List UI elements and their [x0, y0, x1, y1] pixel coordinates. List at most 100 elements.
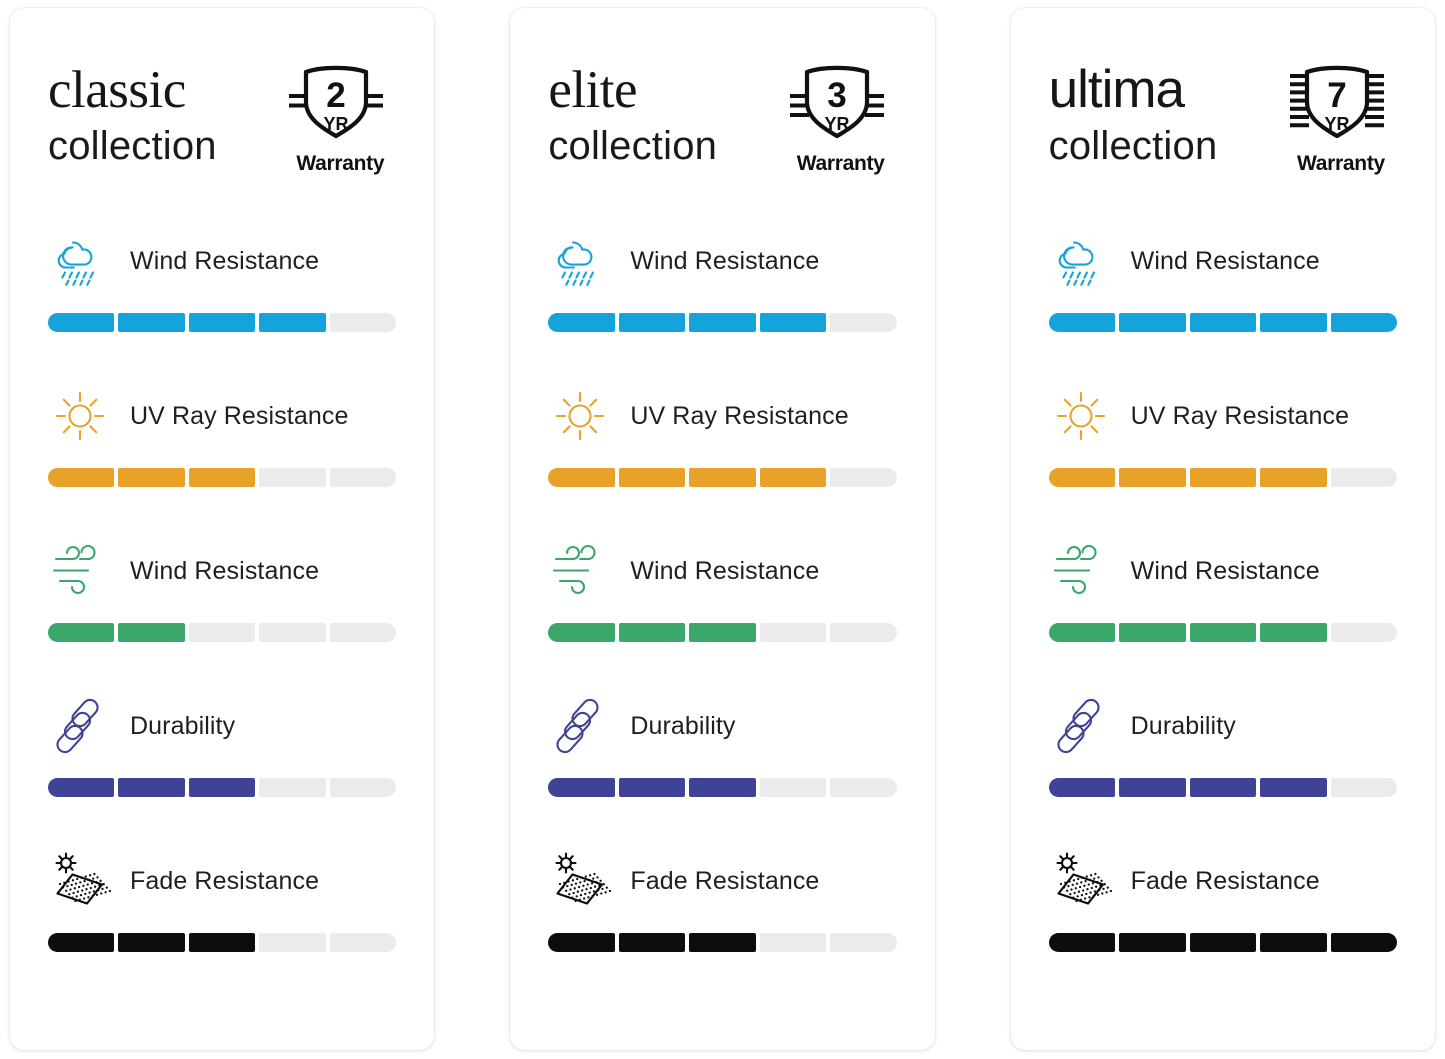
bar-segment: [548, 468, 615, 487]
warranty-badge: 3 YR Warranty: [785, 60, 897, 176]
bar-segment: [759, 623, 827, 642]
bar-segment: [830, 778, 897, 797]
metric-rating-bar: [1048, 313, 1397, 332]
collection-card-ultima[interactable]: ultima collection 7 YR Warranty Wind Resistan…: [1010, 8, 1435, 1050]
metric-head: Durability: [548, 683, 896, 769]
bar-segment: [48, 313, 115, 332]
shield-icon: 7 YR: [1285, 62, 1397, 154]
metric-row[interactable]: Wind Resistance: [1048, 528, 1397, 683]
bar-segment: [329, 933, 397, 952]
bar-segment: [329, 623, 397, 642]
collection-card-classic[interactable]: classic collection 2 YR Warranty Wind Resista…: [10, 8, 435, 1050]
bar-segment: [188, 933, 256, 952]
svg-text:YR: YR: [824, 114, 849, 134]
bar-segment: [259, 623, 326, 642]
metric-row[interactable]: Fade Resistance: [1048, 838, 1397, 993]
shield-icon: 2 YR: [284, 62, 396, 154]
bar-segment: [118, 933, 185, 952]
bar-segment: [1189, 778, 1257, 797]
sun-icon: [48, 384, 112, 448]
metric-head: Wind Resistance: [548, 218, 896, 304]
metric-row[interactable]: Wind Resistance: [48, 218, 397, 373]
warranty-label: Warranty: [1297, 152, 1385, 175]
metric-row[interactable]: Durability: [48, 683, 397, 838]
metric-rating-bar: [1048, 468, 1397, 487]
metric-label: Wind Resistance: [130, 556, 320, 585]
metric-label: Durability: [130, 711, 236, 740]
metric-head: Durability: [48, 683, 396, 769]
metric-row[interactable]: Fade Resistance: [48, 838, 397, 993]
bar-segment: [1119, 313, 1186, 332]
wind-icon: [1049, 539, 1113, 603]
metric-list: Wind Resistance UV Ray Resistance Wind Res…: [548, 218, 897, 993]
bar-segment: [830, 313, 897, 332]
bar-segment: [1260, 623, 1327, 642]
bar-segment: [48, 623, 115, 642]
bar-segment: [618, 623, 686, 642]
card-header: ultima collection 7 YR Warranty: [1049, 60, 1397, 180]
svg-text:7: 7: [1327, 76, 1346, 115]
metric-label: Fade Resistance: [1130, 866, 1320, 895]
metric-row[interactable]: UV Ray Resistance: [548, 373, 897, 528]
svg-text:2: 2: [327, 76, 346, 115]
bar-segment: [830, 933, 897, 952]
metric-row[interactable]: Wind Resistance: [548, 528, 897, 683]
bar-segment: [618, 468, 686, 487]
svg-text:3: 3: [827, 76, 846, 115]
bar-segment: [1330, 313, 1397, 332]
bar-segment: [1119, 468, 1186, 487]
card-header: elite collection 3 YR Warranty: [548, 60, 896, 180]
warranty-label: Warranty: [796, 152, 885, 175]
rain-cloud-icon: [548, 229, 612, 293]
rain-cloud-icon: [1049, 229, 1113, 293]
metric-head: UV Ray Resistance: [548, 373, 896, 459]
metric-row[interactable]: Durability: [548, 683, 897, 838]
bar-segment: [689, 933, 756, 952]
metric-rating-bar: [48, 933, 397, 952]
metric-head: Fade Resistance: [48, 838, 396, 924]
metric-row[interactable]: Fade Resistance: [548, 838, 897, 993]
metric-label: Wind Resistance: [130, 246, 320, 275]
rain-cloud-icon: [48, 229, 112, 293]
bar-segment: [548, 623, 615, 642]
bar-segment: [1260, 933, 1327, 952]
sun-icon: [548, 384, 612, 448]
svg-text:YR: YR: [1324, 114, 1349, 134]
bar-segment: [188, 468, 256, 487]
bar-segment: [1048, 313, 1116, 332]
bar-segment: [1189, 468, 1257, 487]
bar-segment: [759, 933, 827, 952]
bar-segment: [188, 313, 256, 332]
bar-segment: [618, 933, 686, 952]
collection-name: elite: [548, 61, 638, 119]
metric-row[interactable]: Wind Resistance: [548, 218, 897, 373]
bar-segment: [48, 468, 115, 487]
metric-head: Wind Resistance: [48, 528, 396, 614]
metric-head: Wind Resistance: [48, 218, 396, 304]
metric-label: Wind Resistance: [630, 556, 820, 585]
metric-head: Durability: [1049, 683, 1397, 769]
collection-subtitle: collection: [1048, 124, 1218, 168]
bar-segment: [759, 778, 827, 797]
metric-rating-bar: [48, 468, 397, 487]
metric-row[interactable]: Durability: [1048, 683, 1397, 838]
metric-rating-bar: [48, 313, 397, 332]
metric-rating-bar: [1048, 623, 1397, 642]
metric-row[interactable]: Wind Resistance: [1048, 218, 1397, 373]
metric-label: Durability: [630, 711, 736, 740]
bar-segment: [1048, 468, 1116, 487]
bar-segment: [118, 313, 185, 332]
bar-segment: [689, 313, 756, 332]
bar-segment: [259, 313, 326, 332]
bar-segment: [329, 778, 397, 797]
metric-row[interactable]: UV Ray Resistance: [1048, 373, 1397, 528]
metric-row[interactable]: Wind Resistance: [48, 528, 397, 683]
chain-link-icon: [548, 694, 612, 758]
bar-segment: [548, 933, 615, 952]
metric-head: UV Ray Resistance: [48, 373, 396, 459]
bar-segment: [830, 623, 897, 642]
metric-rating-bar: [48, 778, 397, 797]
bar-segment: [1260, 778, 1327, 797]
metric-row[interactable]: UV Ray Resistance: [48, 373, 397, 528]
collection-card-elite[interactable]: elite collection 3 YR Warranty Wind Resistanc…: [510, 8, 935, 1050]
